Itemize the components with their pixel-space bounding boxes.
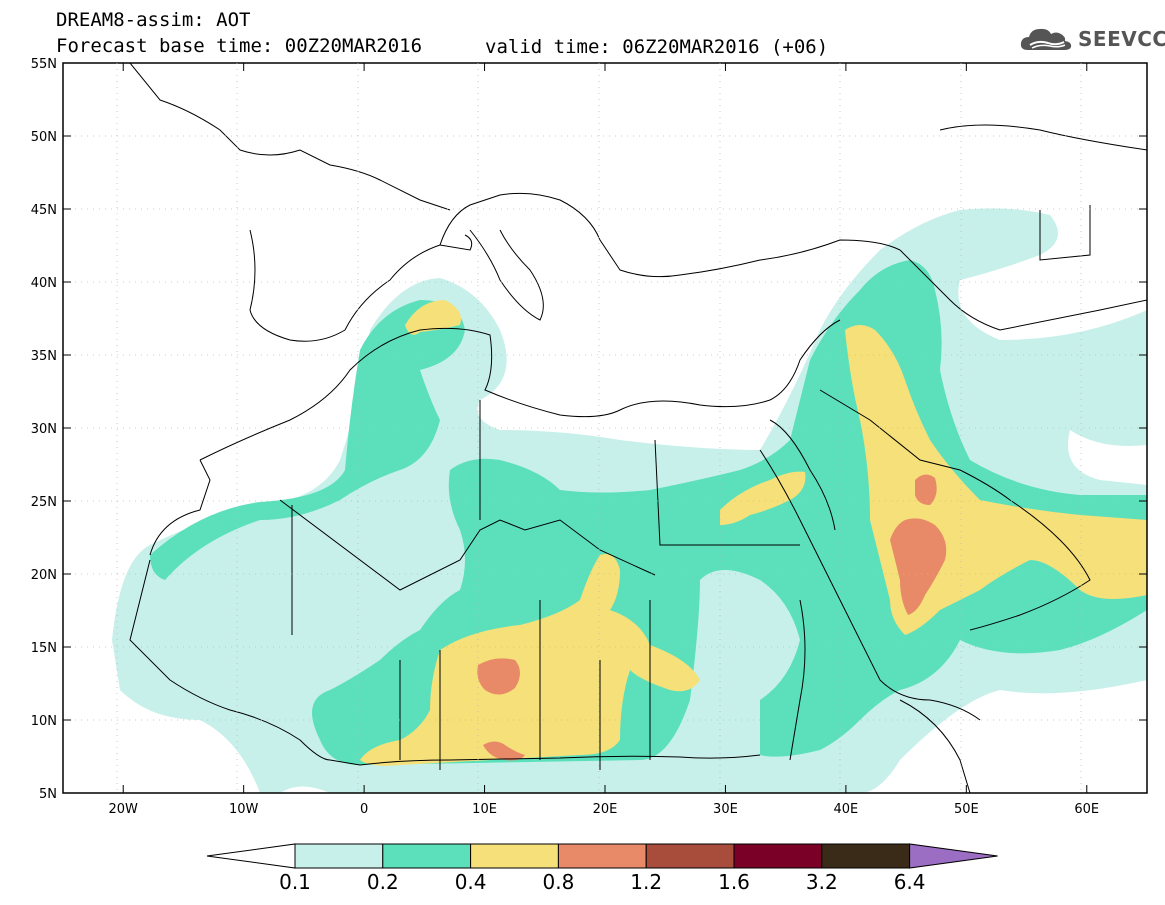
lat-label: 30N (31, 422, 57, 437)
colorbar-swatch (382, 843, 472, 869)
borders-and-coastlines (129, 63, 1147, 793)
colorbar-label: 6.4 (893, 870, 926, 894)
lon-label: 10E (472, 802, 497, 817)
lon-label: 50E (954, 802, 979, 817)
colorbar-left-arrow (206, 843, 296, 869)
map-title: DREAM8-assim: AOT (56, 9, 251, 31)
colorbar-label: 3.2 (805, 870, 838, 894)
lat-label: 45N (31, 203, 57, 218)
map-frame: 55N 50N 45N 40N 35N 30N 25N 20N 15N 10N 5N 20W 10W 0… (31, 57, 1148, 817)
colorbar-label: 0.8 (542, 870, 575, 894)
lon-label: 0 (360, 802, 368, 817)
cloud-icon (1020, 28, 1072, 50)
colorbar-swatch (294, 843, 384, 869)
seevccc-logo: SEEVCCC (1018, 24, 1165, 54)
colorbar-swatch (470, 843, 559, 869)
gridlines (63, 63, 1147, 793)
lat-label: 25N (31, 495, 57, 510)
lat-label: 5N (39, 787, 57, 802)
lon-label: 60E (1074, 802, 1099, 817)
colorbar-label: 0.2 (366, 870, 399, 894)
lat-label: 15N (31, 641, 57, 656)
colorbar-swatch (821, 843, 911, 869)
colorbar-swatch (557, 843, 647, 869)
lat-label: 20N (31, 568, 57, 583)
lat-label: 50N (31, 130, 57, 145)
colorbar-right-arrow (909, 843, 998, 869)
lat-label: 40N (31, 276, 57, 291)
lon-label: 10W (229, 802, 259, 817)
lat-label: 35N (31, 349, 57, 364)
colorbar-swatch (645, 843, 735, 869)
colorbar (206, 843, 998, 869)
lon-label: 20E (593, 802, 618, 817)
colorbar-swatch (733, 843, 823, 869)
forecast-base-time: Forecast base time: 00Z20MAR2016 (56, 35, 423, 57)
logo-text: SEEVCCC (1078, 27, 1165, 51)
lat-label: 10N (31, 714, 57, 729)
colorbar-label: 0.4 (454, 870, 487, 894)
aot-contours (112, 208, 1147, 793)
lon-label: 20W (109, 802, 139, 817)
colorbar-label: 0.1 (279, 870, 311, 894)
lon-label: 40E (834, 802, 859, 817)
valid-time: valid time: 06Z20MAR2016 (+06) (485, 36, 829, 58)
lon-label: 30E (713, 802, 738, 817)
colorbar-label: 1.6 (718, 870, 750, 894)
lat-label: 55N (31, 57, 57, 72)
colorbar-label: 1.2 (630, 870, 663, 894)
